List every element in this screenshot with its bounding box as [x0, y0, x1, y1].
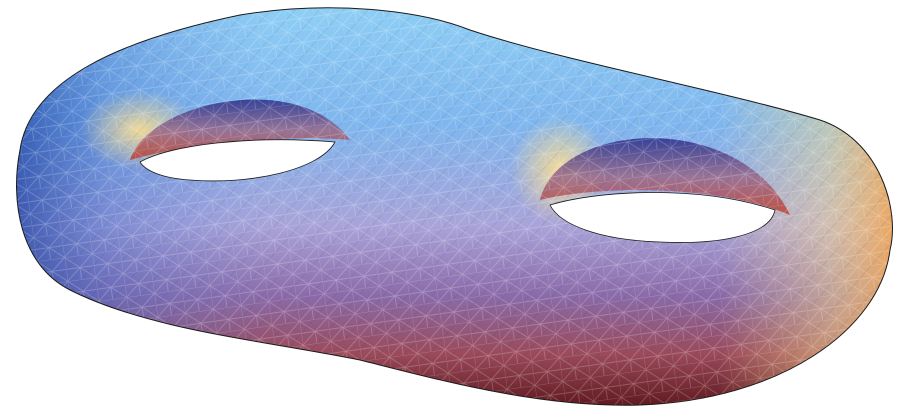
left-hole [139, 139, 336, 182]
outline [16, 7, 893, 406]
right-hole [549, 192, 776, 243]
